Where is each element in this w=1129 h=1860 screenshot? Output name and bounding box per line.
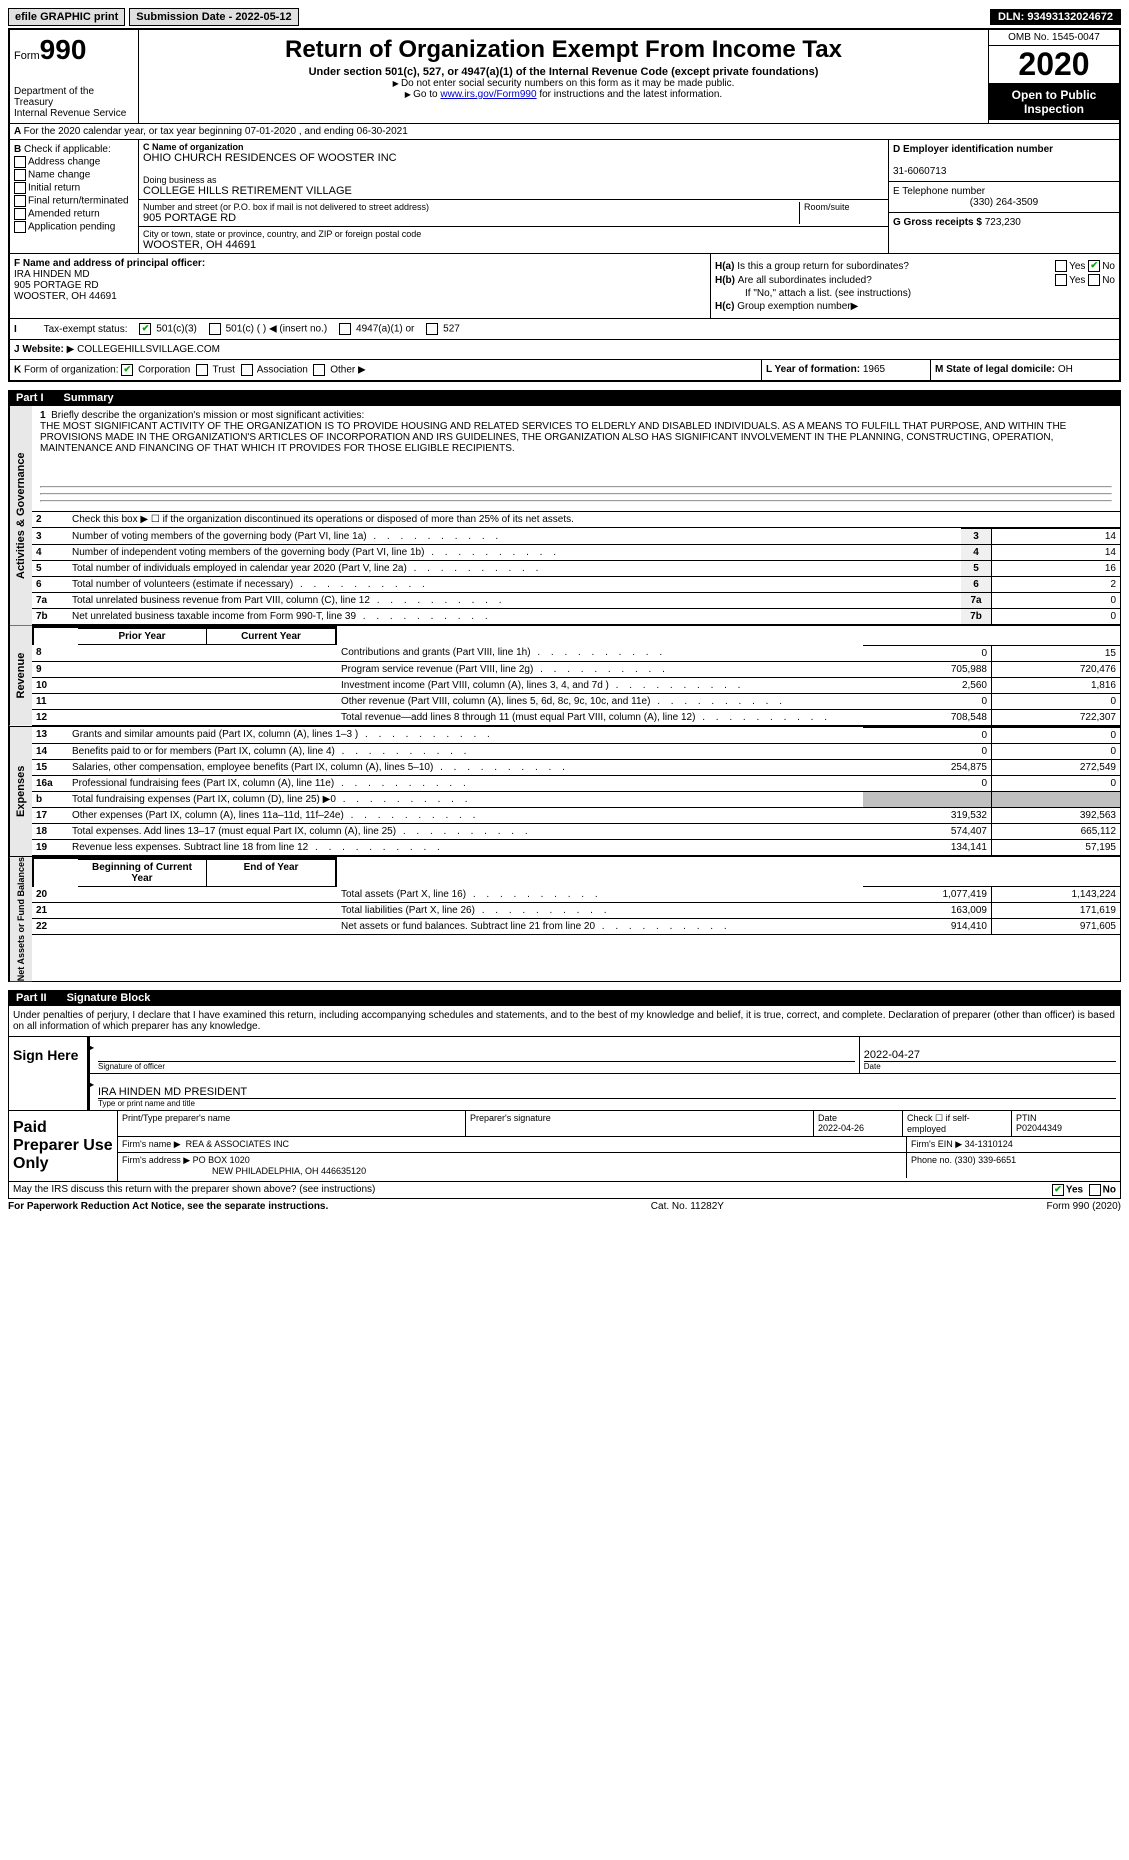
net-tab: Net Assets or Fund Balances <box>9 857 32 981</box>
irs-label: Internal Revenue Service <box>14 108 134 119</box>
expenses-tab: Expenses <box>9 727 32 856</box>
year-formation: 1965 <box>863 364 885 375</box>
chk-trust[interactable] <box>196 364 208 376</box>
firm-name: REA & ASSOCIATES INC <box>186 1139 289 1149</box>
paid-preparer-block: Paid Preparer Use Only Print/Type prepar… <box>8 1111 1121 1182</box>
officer-printed-name: IRA HINDEN MD PRESIDENT <box>98 1076 1116 1098</box>
street-address: 905 PORTAGE RD <box>143 212 799 224</box>
form-title: Return of Organization Exempt From Incom… <box>143 36 984 64</box>
box-h: H(a) Is this a group return for subordin… <box>711 254 1119 318</box>
ssn-note: Do not enter social security numbers on … <box>143 78 984 89</box>
firm-phone: (330) 339-6651 <box>955 1155 1017 1165</box>
entity-info-box: B Check if applicable: Address change Na… <box>8 139 1121 253</box>
box-f: F Name and address of principal officer:… <box>10 254 711 318</box>
box-c: C Name of organization OHIO CHURCH RESID… <box>139 140 888 253</box>
ein-value: 31-6060713 <box>893 166 946 177</box>
chk-initial[interactable]: Initial return <box>14 182 134 194</box>
dba-name: COLLEGE HILLS RETIREMENT VILLAGE <box>143 185 884 197</box>
chk-pending[interactable]: Application pending <box>14 221 134 233</box>
gross-receipts: 723,230 <box>985 217 1021 228</box>
firm-addr: PO BOX 1020 <box>193 1155 250 1165</box>
chk-corp[interactable] <box>121 364 133 376</box>
chk-501c3[interactable] <box>139 323 151 335</box>
discuss-yes[interactable] <box>1052 1184 1064 1196</box>
box-d: D Employer identification number 31-6060… <box>888 140 1119 253</box>
chk-name[interactable]: Name change <box>14 169 134 181</box>
chk-other[interactable] <box>313 364 325 376</box>
ptin-value: P02044349 <box>1016 1123 1062 1133</box>
goto-note: Go to www.irs.gov/Form990 for instructio… <box>143 89 984 100</box>
part1-header: Part I Summary <box>8 390 1121 406</box>
website-value: COLLEGEHILLSVILLAGE.COM <box>77 344 220 355</box>
hb-no[interactable] <box>1088 274 1100 286</box>
row-j-website: J Website: ▶ COLLEGEHILLSVILLAGE.COM <box>8 339 1121 359</box>
discuss-row: May the IRS discuss this return with the… <box>8 1182 1121 1199</box>
ha-no[interactable] <box>1088 260 1100 272</box>
net-assets-section: Net Assets or Fund Balances Beginning of… <box>8 857 1121 982</box>
chk-final[interactable]: Final return/terminated <box>14 195 134 207</box>
sig-date: 2022-04-27 <box>864 1039 1116 1061</box>
row-i-tax-exempt: I Tax-exempt status: 501(c)(3) 501(c) ( … <box>8 318 1121 339</box>
part2-header: Part II Signature Block <box>8 990 1121 1006</box>
perjury-declaration: Under penalties of perjury, I declare th… <box>8 1006 1121 1037</box>
discuss-no[interactable] <box>1089 1184 1101 1196</box>
chk-address[interactable]: Address change <box>14 156 134 168</box>
top-bar: efile GRAPHIC print Submission Date - 20… <box>8 8 1121 26</box>
phone-value: (330) 264-3509 <box>893 197 1115 208</box>
row-fh: F Name and address of principal officer:… <box>8 253 1121 318</box>
hb-yes[interactable] <box>1055 274 1067 286</box>
chk-4947[interactable] <box>339 323 351 335</box>
chk-501c[interactable] <box>209 323 221 335</box>
org-name: OHIO CHURCH RESIDENCES OF WOOSTER INC <box>143 152 884 164</box>
chk-assoc[interactable] <box>241 364 253 376</box>
city-state-zip: WOOSTER, OH 44691 <box>143 239 884 251</box>
form-number: Form990 <box>14 34 134 66</box>
efile-button[interactable]: efile GRAPHIC print <box>8 8 125 26</box>
expenses-section: Expenses 13Grants and similar amounts pa… <box>8 727 1121 857</box>
box-b: B Check if applicable: Address change Na… <box>10 140 139 253</box>
form-header: Form990 Department of the Treasury Inter… <box>8 28 1121 123</box>
tax-year: 2020 <box>989 46 1119 84</box>
sign-here-block: Sign Here Signature of officer 2022-04-2… <box>8 1037 1121 1111</box>
state-domicile: OH <box>1058 364 1073 375</box>
prep-date: 2022-04-26 <box>818 1123 864 1133</box>
form-subtitle: Under section 501(c), 527, or 4947(a)(1)… <box>143 66 984 78</box>
ha-yes[interactable] <box>1055 260 1067 272</box>
mission-text: THE MOST SIGNIFICANT ACTIVITY OF THE ORG… <box>40 421 1112 481</box>
revenue-section: Revenue Prior YearCurrent Year 8Contribu… <box>8 626 1121 727</box>
chk-527[interactable] <box>426 323 438 335</box>
firm-ein: 34-1310124 <box>965 1139 1013 1149</box>
omb-number: OMB No. 1545-0047 <box>989 30 1119 46</box>
chk-amended[interactable]: Amended return <box>14 208 134 220</box>
open-public-label: Open to Public Inspection <box>989 84 1119 120</box>
irs-link[interactable]: www.irs.gov/Form990 <box>440 89 536 100</box>
dln-label: DLN: 93493132024672 <box>990 9 1121 25</box>
revenue-tab: Revenue <box>9 626 32 726</box>
activities-tab: Activities & Governance <box>9 406 32 625</box>
row-a-period: A For the 2020 calendar year, or tax yea… <box>8 123 1121 139</box>
dept-label: Department of the Treasury <box>14 86 134 108</box>
activities-section: Activities & Governance 1 Briefly descri… <box>8 406 1121 626</box>
row-k: K Form of organization: Corporation Trus… <box>8 359 1121 382</box>
officer-name: IRA HINDEN MD <box>14 269 90 280</box>
submission-button[interactable]: Submission Date - 2022-05-12 <box>129 8 298 26</box>
page-footer: For Paperwork Reduction Act Notice, see … <box>8 1199 1121 1214</box>
